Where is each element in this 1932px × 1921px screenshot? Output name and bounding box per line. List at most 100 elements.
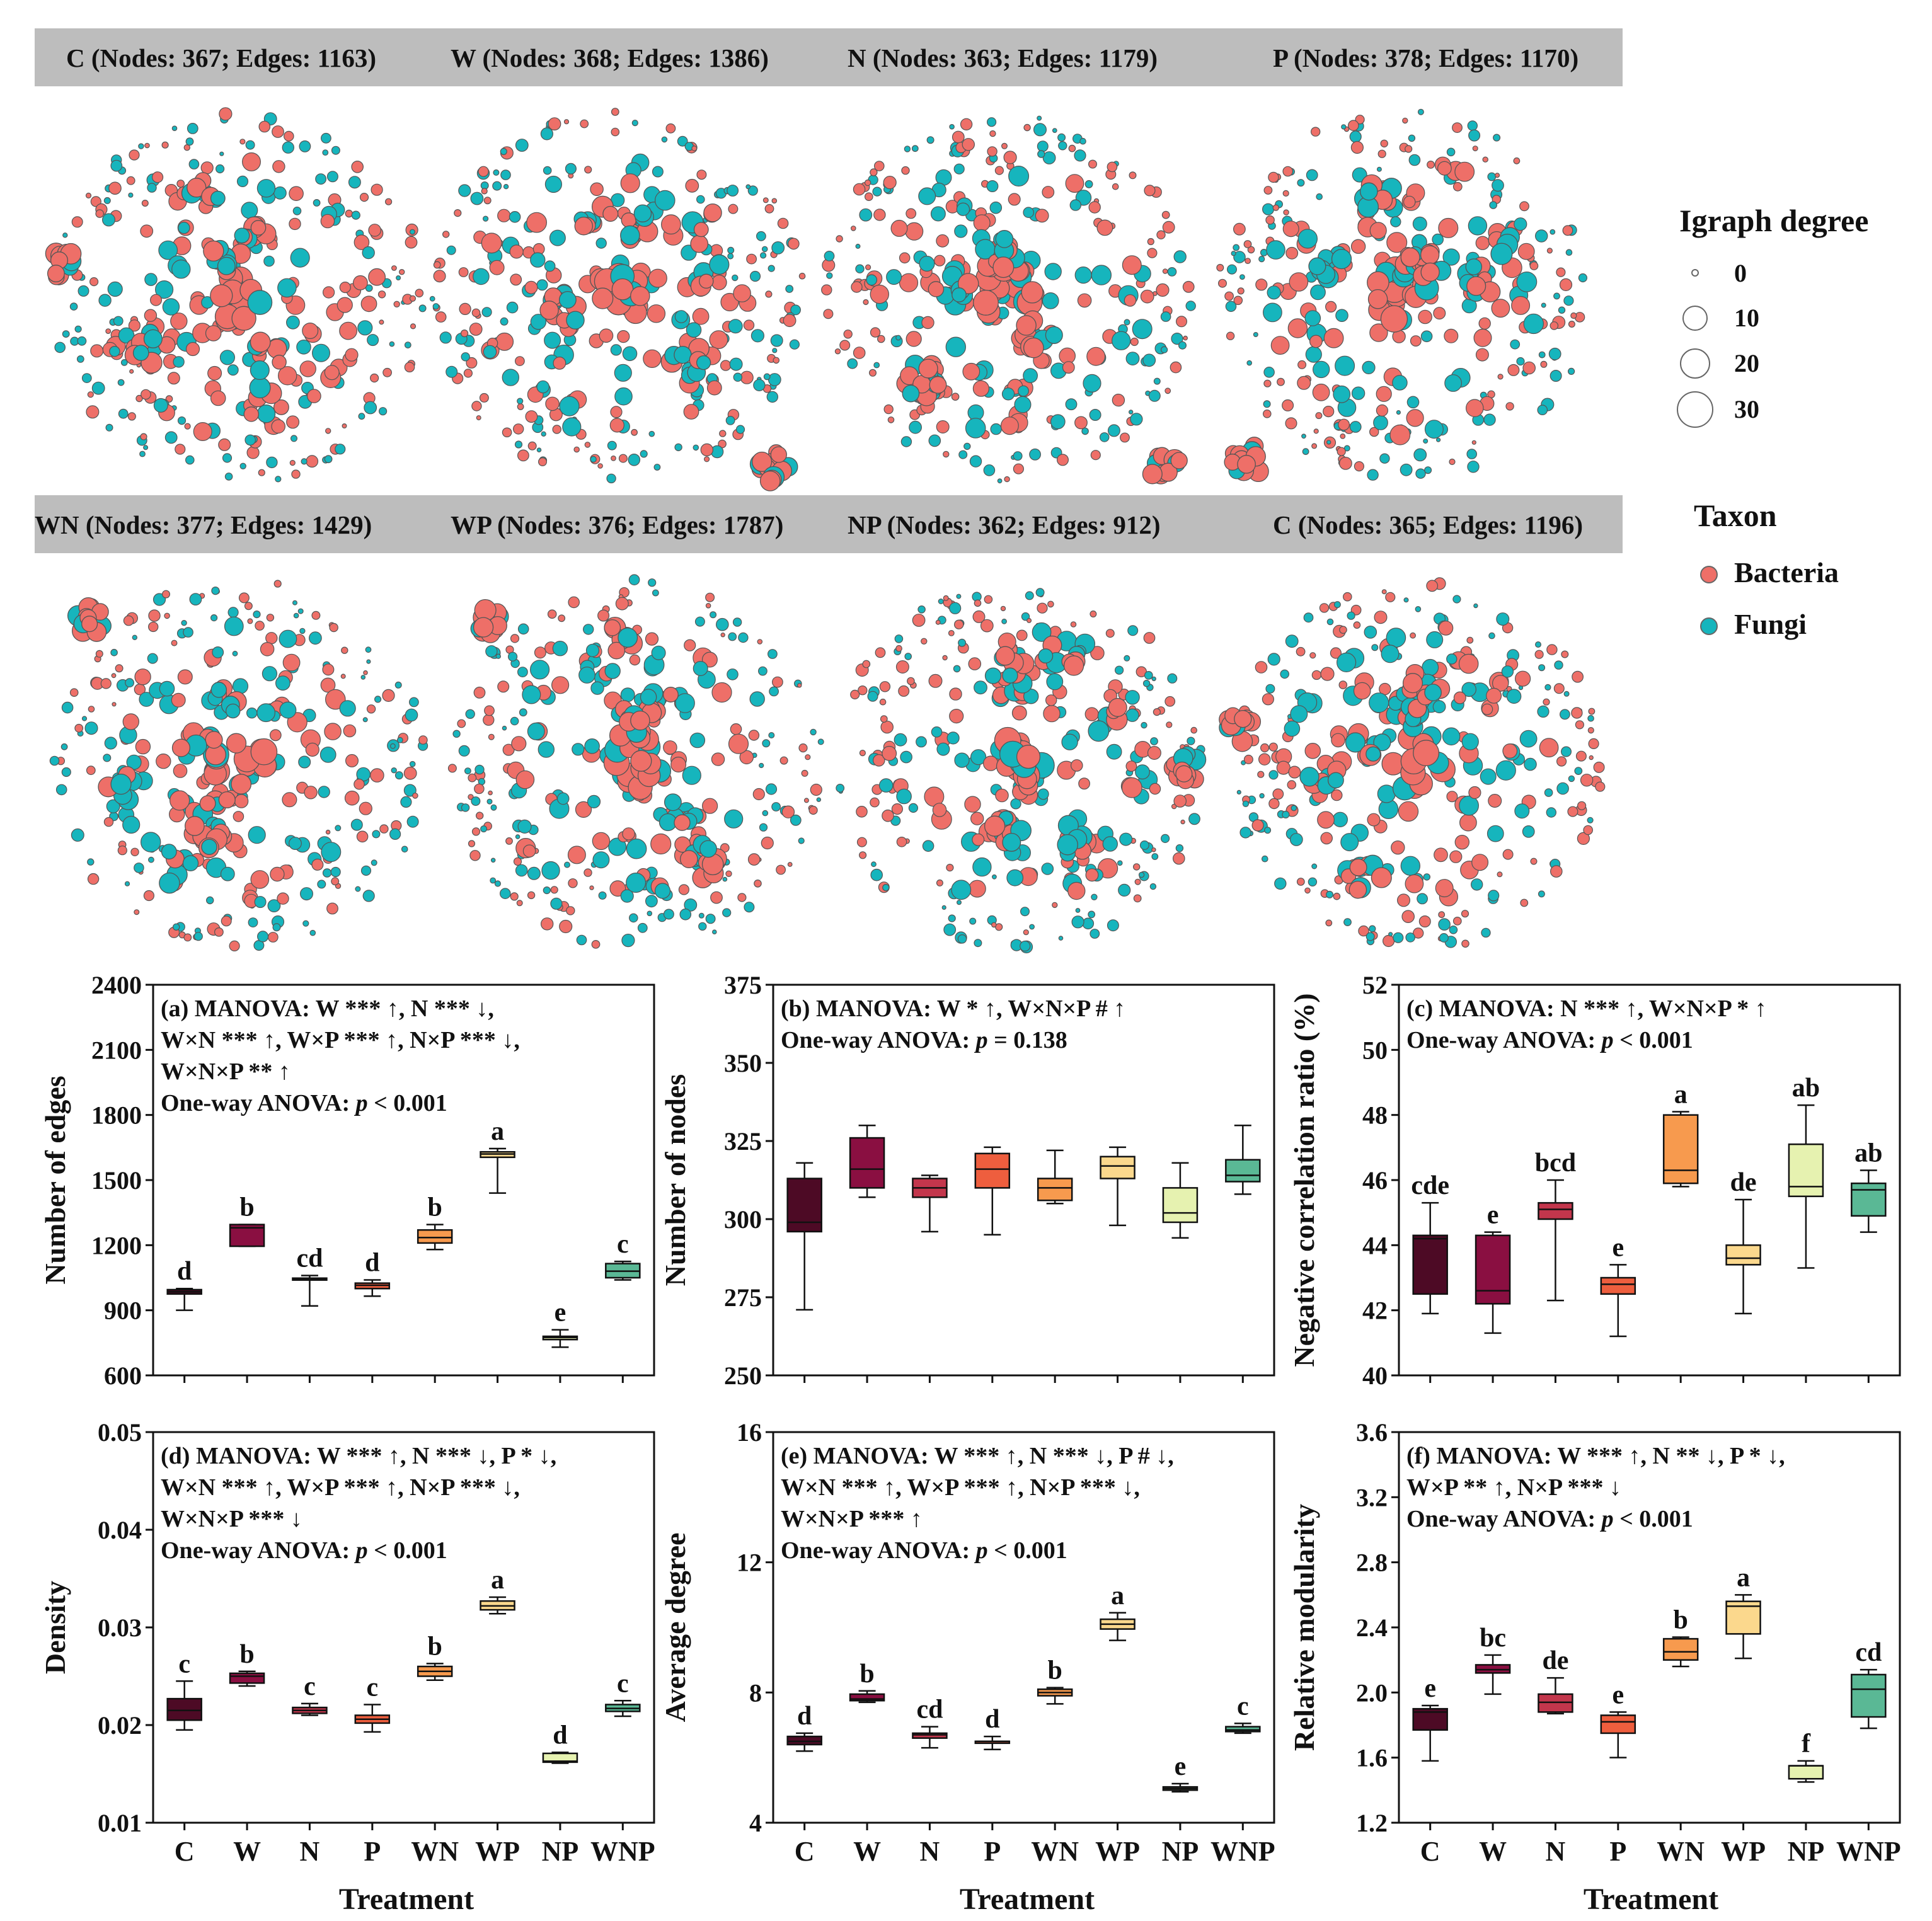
network-node bbox=[502, 725, 507, 731]
network-node bbox=[511, 736, 527, 752]
network-node bbox=[611, 278, 634, 301]
network-node bbox=[1002, 832, 1021, 852]
box-iqr bbox=[786, 1735, 822, 1746]
network-node bbox=[345, 348, 359, 362]
network-node bbox=[340, 674, 346, 679]
network-node bbox=[929, 376, 947, 394]
network-node bbox=[858, 685, 868, 696]
network-node bbox=[250, 331, 271, 353]
network-node bbox=[297, 608, 304, 614]
network-node bbox=[692, 307, 710, 325]
network-node bbox=[1391, 840, 1405, 855]
network-node bbox=[379, 319, 384, 325]
x-axis-title-right: Treatment bbox=[1584, 1883, 1718, 1916]
network-node bbox=[326, 171, 338, 183]
network-node bbox=[469, 850, 481, 861]
network-node bbox=[744, 902, 755, 913]
network-node bbox=[622, 346, 638, 362]
box-iqr bbox=[1851, 1673, 1887, 1718]
network-node bbox=[1481, 703, 1493, 715]
network-node bbox=[1561, 746, 1572, 757]
network-node bbox=[1023, 123, 1031, 132]
network-node bbox=[365, 646, 372, 653]
significance-letter: e bbox=[1175, 1752, 1187, 1781]
network-node bbox=[331, 146, 340, 155]
network-node bbox=[526, 212, 547, 233]
network-node bbox=[958, 450, 968, 459]
network-node bbox=[1351, 386, 1366, 400]
network-node bbox=[175, 444, 186, 455]
network-node bbox=[964, 796, 981, 813]
network-node bbox=[302, 322, 319, 339]
network-node bbox=[1280, 669, 1289, 679]
network-node bbox=[1303, 612, 1314, 623]
network-node bbox=[77, 336, 87, 346]
network-node bbox=[1020, 940, 1031, 952]
network-node bbox=[974, 680, 987, 695]
box-wnp: c bbox=[605, 1230, 641, 1281]
network-node bbox=[962, 362, 980, 381]
network-node bbox=[1153, 708, 1161, 716]
network-node bbox=[1326, 440, 1331, 445]
network-node bbox=[351, 210, 360, 220]
legend-size-20-label: 20 bbox=[1734, 349, 1759, 377]
network-node bbox=[720, 633, 725, 638]
network-node bbox=[856, 806, 868, 818]
legend-size-20-circle bbox=[1680, 348, 1710, 379]
network-node bbox=[865, 264, 871, 270]
network-node bbox=[1284, 720, 1301, 737]
network-node bbox=[556, 792, 570, 805]
network-node bbox=[1386, 628, 1406, 648]
network-node bbox=[640, 689, 657, 706]
network-node bbox=[590, 456, 597, 463]
network-node bbox=[210, 614, 218, 622]
network-node bbox=[1078, 777, 1090, 790]
significance-letter: cd bbox=[916, 1695, 943, 1724]
network-node bbox=[362, 246, 375, 260]
network-node bbox=[572, 743, 585, 756]
network-node bbox=[183, 627, 193, 638]
network-node bbox=[1311, 443, 1318, 449]
network-node bbox=[377, 290, 386, 299]
network-node bbox=[1046, 673, 1064, 691]
network-node bbox=[1369, 925, 1376, 932]
network-node bbox=[628, 574, 640, 585]
network-node bbox=[382, 367, 392, 377]
y-tick-label: 0.04 bbox=[98, 1516, 142, 1544]
network-node bbox=[1437, 161, 1452, 176]
network-node bbox=[1058, 141, 1067, 151]
network-node bbox=[870, 284, 890, 304]
network-node bbox=[995, 646, 1015, 666]
network-node bbox=[522, 685, 541, 704]
network-node bbox=[484, 705, 495, 716]
network-node bbox=[143, 890, 154, 902]
network-node bbox=[810, 728, 817, 736]
network-node bbox=[1262, 855, 1268, 863]
network-node bbox=[1255, 661, 1268, 674]
x-tick-label: WNP bbox=[590, 1836, 655, 1867]
network-node bbox=[1090, 450, 1101, 461]
significance-letter: c bbox=[304, 1672, 316, 1701]
network-node bbox=[995, 230, 1014, 248]
significance-letter: c bbox=[1237, 1692, 1249, 1721]
network-node bbox=[1327, 772, 1344, 789]
network-node bbox=[765, 290, 773, 298]
network-node bbox=[404, 341, 411, 348]
network-node bbox=[898, 685, 910, 697]
network-node bbox=[329, 622, 338, 633]
network-node bbox=[1373, 415, 1388, 430]
network-node bbox=[403, 784, 417, 797]
network-node bbox=[100, 678, 112, 689]
network-node bbox=[1297, 179, 1305, 187]
network-node bbox=[1349, 421, 1362, 433]
network-node bbox=[779, 756, 788, 765]
network-node bbox=[461, 803, 470, 812]
network-node bbox=[1297, 376, 1311, 390]
significance-letter: de bbox=[1542, 1646, 1568, 1675]
network-node bbox=[882, 745, 897, 761]
network-node bbox=[214, 927, 224, 937]
x-tick-label: WN bbox=[1031, 1836, 1079, 1867]
network-node bbox=[645, 895, 658, 908]
network-node bbox=[247, 290, 273, 315]
network-node bbox=[458, 267, 469, 277]
